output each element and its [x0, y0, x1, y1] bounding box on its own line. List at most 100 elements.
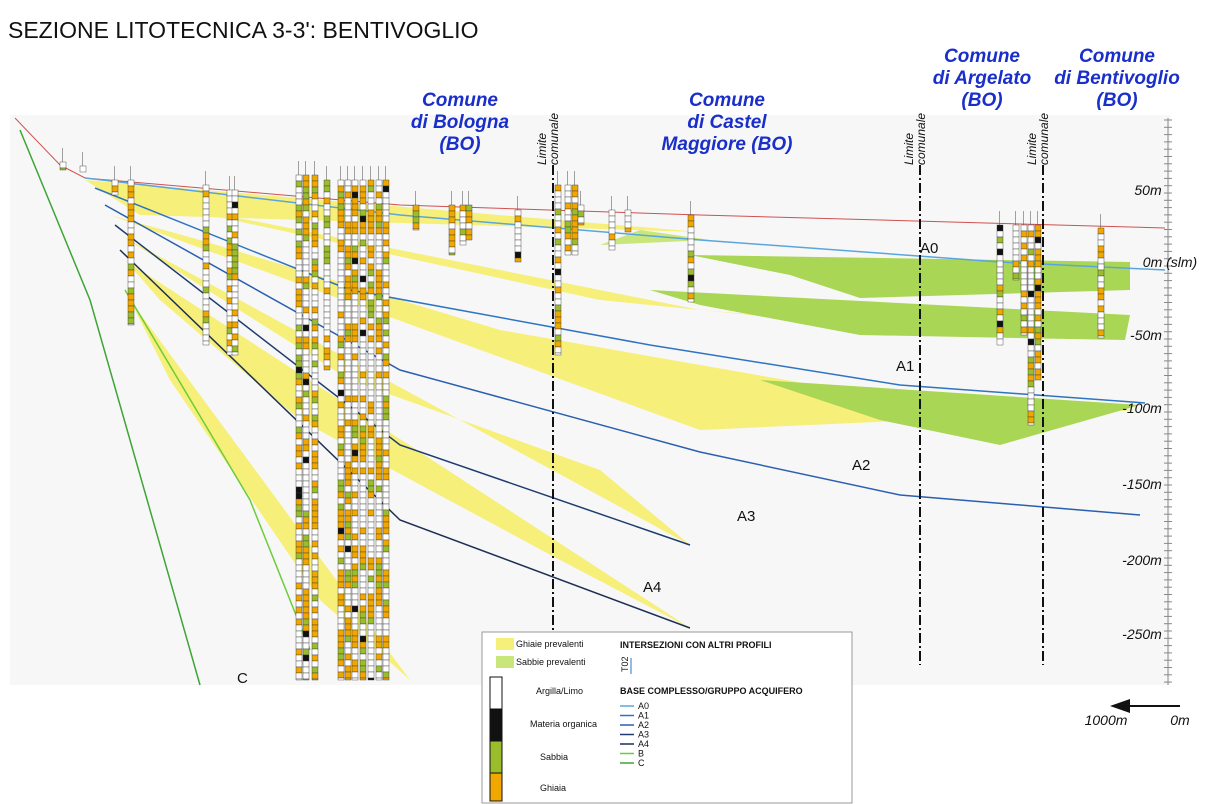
- borehole-segment: [351, 179, 359, 187]
- borehole-segment: [367, 659, 375, 667]
- borehole-segment: [323, 203, 331, 211]
- borehole-segment: [359, 677, 367, 681]
- borehole-segment: [311, 660, 319, 668]
- borehole-segment: [382, 425, 390, 433]
- borehole-segment: [1012, 224, 1020, 232]
- borehole-segment: [344, 557, 352, 565]
- borehole-segment: [351, 185, 359, 193]
- borehole-segment: [344, 497, 352, 505]
- borehole-segment: [359, 593, 367, 601]
- borehole-segment: [554, 232, 562, 240]
- borehole-segment: [344, 665, 352, 673]
- borehole-segment: [351, 557, 359, 565]
- base-a1: [94, 187, 1146, 404]
- borehole-segment: [375, 485, 383, 493]
- borehole-segment: [311, 552, 319, 560]
- borehole-segment: [295, 330, 303, 338]
- borehole-segment: [382, 479, 390, 487]
- borehole-segment: [302, 456, 310, 464]
- borehole-segment: [1097, 299, 1105, 307]
- borehole-segment: [1027, 362, 1035, 370]
- borehole-segment: [1097, 293, 1105, 301]
- borehole-segment: [337, 539, 345, 547]
- borehole-segment: [302, 312, 310, 320]
- borehole-segment: [351, 389, 359, 397]
- borehole-segment: [375, 191, 383, 199]
- borehole-segment: [382, 353, 390, 361]
- borehole-segment: [302, 342, 310, 350]
- borehole-segment: [337, 521, 345, 529]
- borehole-segment: [295, 618, 303, 626]
- borehole-segment: [323, 287, 331, 295]
- borehole-segment: [554, 334, 562, 342]
- borehole-segment: [323, 311, 331, 319]
- borehole-segment: [382, 377, 390, 385]
- borehole-segment: [344, 527, 352, 535]
- scale-label: 0m: [1170, 712, 1190, 728]
- borehole-segment: [344, 653, 352, 661]
- borehole-segment: [344, 407, 352, 415]
- borehole-segment: [351, 317, 359, 325]
- borehole-segment: [295, 456, 303, 464]
- borehole-segment: [344, 545, 352, 553]
- borehole-segment: [295, 288, 303, 296]
- borehole-segment: [448, 216, 456, 224]
- borehole-segment: [127, 299, 135, 307]
- borehole-segment: [351, 407, 359, 415]
- borehole-segment: [302, 234, 310, 242]
- borehole-segment: [375, 503, 383, 511]
- borehole-segment: [367, 185, 375, 193]
- borehole-segment: [323, 317, 331, 325]
- borehole-segment: [351, 629, 359, 637]
- borehole-segment: [323, 323, 331, 331]
- borehole-segment: [127, 203, 135, 211]
- borehole-segment: [554, 292, 562, 300]
- borehole-segment: [459, 240, 467, 246]
- borehole-segment: [359, 437, 367, 445]
- borehole-segment: [295, 240, 303, 248]
- borehole-segment: [564, 190, 572, 198]
- borehole-segment: [323, 293, 331, 301]
- borehole-segment: [367, 311, 375, 319]
- borehole-segment: [554, 286, 562, 294]
- borehole-segment: [337, 467, 345, 475]
- borehole-segment: [295, 402, 303, 410]
- borehole-segment: [554, 196, 562, 204]
- borehole-segment: [996, 302, 1004, 310]
- borehole-segment: [302, 426, 310, 434]
- base-a0: [84, 177, 1166, 271]
- borehole-segment: [295, 378, 303, 386]
- borehole-segment: [367, 371, 375, 379]
- borehole-segment: [202, 322, 210, 330]
- borehole-segment: [302, 630, 310, 638]
- borehole-segment: [1027, 296, 1035, 304]
- borehole-segment: [367, 197, 375, 205]
- borehole-segment: [1027, 248, 1035, 256]
- borehole-segment: [202, 214, 210, 222]
- borehole-segment: [687, 292, 695, 300]
- borehole-segment: [1027, 350, 1035, 358]
- borehole-segment: [302, 642, 310, 650]
- borehole-segment: [344, 617, 352, 625]
- borehole-segment: [359, 623, 367, 631]
- borehole-segment: [302, 306, 310, 314]
- borehole-segment: [375, 257, 383, 265]
- borehole-segment: [337, 377, 345, 385]
- borehole-segment: [344, 533, 352, 541]
- borehole-segment: [311, 396, 319, 404]
- borehole-segment: [344, 677, 352, 681]
- borehole-segment: [302, 444, 310, 452]
- borehole-segment: [564, 214, 572, 222]
- borehole-segment: [302, 318, 310, 326]
- borehole-segment: [337, 479, 345, 487]
- legend-label: Sabbia: [540, 752, 568, 762]
- borehole-segment: [231, 231, 239, 239]
- borehole-segment: [323, 185, 331, 193]
- borehole-segment: [375, 677, 383, 681]
- borehole-segment: [344, 185, 352, 193]
- borehole-segment: [323, 335, 331, 343]
- borehole-segment: [351, 335, 359, 343]
- borehole-segment: [302, 678, 310, 681]
- borehole-segment: [127, 275, 135, 283]
- borehole-segment: [302, 618, 310, 626]
